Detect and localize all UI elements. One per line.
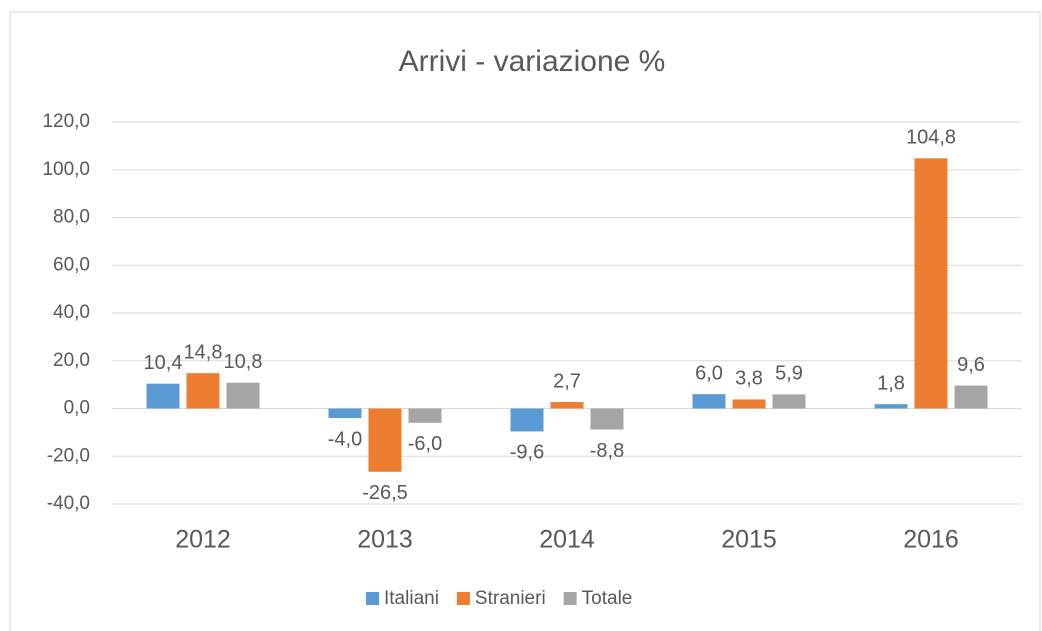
value-label: 6,0 bbox=[695, 362, 723, 384]
bar bbox=[226, 382, 260, 409]
x-tick-label: 2013 bbox=[357, 526, 413, 554]
bar bbox=[692, 394, 726, 409]
bar bbox=[368, 408, 402, 472]
value-label: 3,8 bbox=[735, 368, 763, 390]
legend-swatch bbox=[366, 592, 379, 605]
bar bbox=[146, 383, 180, 409]
value-label: -6,0 bbox=[408, 433, 442, 455]
value-label: -26,5 bbox=[362, 482, 408, 504]
bar bbox=[590, 408, 624, 430]
value-label: 2,7 bbox=[553, 370, 581, 392]
y-tick-label: 0,0 bbox=[64, 398, 90, 419]
y-tick-label: 80,0 bbox=[53, 207, 90, 228]
value-label: 10,4 bbox=[144, 352, 183, 374]
bar bbox=[186, 373, 220, 409]
y-tick-label: 40,0 bbox=[53, 302, 90, 323]
y-tick-label: -20,0 bbox=[47, 445, 90, 466]
legend-swatch bbox=[563, 592, 577, 605]
bar bbox=[954, 385, 988, 409]
y-tick-label: -40,0 bbox=[47, 493, 90, 514]
chart-border bbox=[9, 11, 1041, 631]
bar bbox=[328, 408, 362, 419]
x-tick-label: 2014 bbox=[539, 526, 595, 554]
value-label: 104,8 bbox=[906, 127, 956, 149]
legend-swatch bbox=[456, 592, 470, 605]
value-label: 14,8 bbox=[184, 341, 223, 363]
y-tick-label: 100,0 bbox=[42, 159, 90, 180]
y-tick-label: 60,0 bbox=[53, 254, 90, 275]
y-tick-label: 120,0 bbox=[42, 111, 90, 132]
value-label: 1,8 bbox=[877, 372, 905, 394]
chart-title: Arrivi - variazione % bbox=[399, 45, 666, 78]
value-label: -8,8 bbox=[590, 440, 624, 462]
bar bbox=[874, 404, 908, 409]
bar bbox=[510, 408, 544, 432]
legend-label: Italiani bbox=[384, 588, 439, 609]
legend-label: Stranieri bbox=[475, 588, 546, 609]
value-label: 5,9 bbox=[775, 363, 803, 385]
value-label: 9,6 bbox=[957, 354, 985, 376]
value-label: -4,0 bbox=[328, 428, 362, 450]
value-label: 10,8 bbox=[224, 351, 263, 373]
bar bbox=[772, 394, 806, 409]
value-label: -9,6 bbox=[510, 442, 544, 464]
bar bbox=[914, 158, 948, 409]
x-tick-label: 2016 bbox=[903, 526, 959, 554]
x-tick-label: 2015 bbox=[721, 526, 777, 554]
x-tick-label: 2012 bbox=[175, 526, 231, 554]
bar bbox=[732, 399, 766, 409]
bar bbox=[550, 402, 584, 409]
legend-label: Totale bbox=[582, 588, 633, 609]
bar bbox=[408, 408, 442, 423]
y-tick-label: 20,0 bbox=[53, 350, 90, 371]
